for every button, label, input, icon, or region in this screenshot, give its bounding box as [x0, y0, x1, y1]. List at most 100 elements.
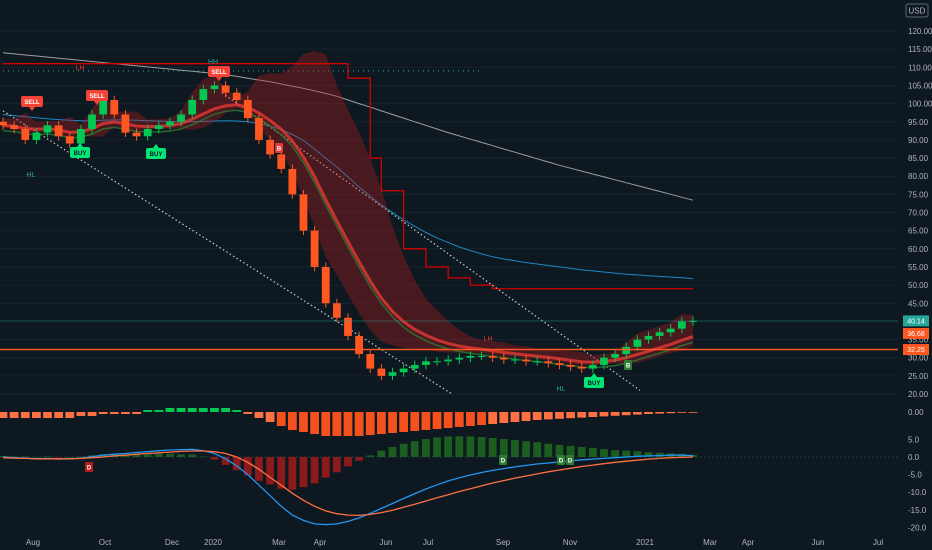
buy-signal-label: BUY	[74, 151, 87, 157]
candle-body	[154, 125, 163, 130]
time-axis[interactable]: Aug Oct Dec 2020 Mar Apr Jun Jul Sep Nov 2021 Mar Ap…	[26, 538, 883, 547]
candle-body	[544, 361, 553, 364]
ribbon-core-line	[2, 103, 694, 364]
divergence-marker-label: D	[87, 466, 92, 472]
time-tick-label: Mar	[272, 538, 286, 547]
histogram-bar	[221, 408, 230, 412]
oscillator-bar	[477, 436, 486, 457]
histogram-bar	[321, 412, 331, 436]
swing-label: HL	[27, 172, 36, 179]
histogram-bar	[210, 408, 219, 412]
oscillator-bar	[644, 452, 653, 457]
candle-body	[243, 99, 252, 119]
time-tick-label: Oct	[99, 538, 112, 547]
histogram-bar	[198, 408, 208, 412]
histogram-bar	[20, 412, 30, 418]
candle-body	[666, 328, 675, 333]
candle-body	[588, 364, 597, 369]
oscillator-bar	[433, 437, 441, 457]
oscillator-bar	[344, 457, 352, 467]
pivot-marker-box	[275, 143, 283, 153]
oscillator-bar	[566, 445, 575, 457]
histogram-bar	[677, 412, 687, 413]
candle-body	[88, 114, 96, 130]
candle-body	[188, 99, 197, 115]
time-tick-label: Mar	[703, 538, 717, 547]
divergence-marker-box	[85, 462, 93, 472]
histogram-bar	[332, 412, 342, 436]
candle-body	[21, 129, 30, 140]
divergence-marker-label: D	[568, 459, 573, 465]
oscillator-bar	[633, 451, 642, 457]
oscillator-bar	[177, 454, 185, 457]
histogram-bar	[254, 412, 264, 418]
price-tag-box	[903, 327, 929, 339]
ma-mid-line	[2, 114, 694, 280]
buy-signal-box	[146, 148, 166, 159]
oscillator-bar	[10, 456, 19, 458]
histogram-pane: 0.00	[0, 408, 924, 436]
histogram-bar	[477, 412, 486, 425]
oscillator-bar	[355, 457, 364, 461]
histogram-bar	[176, 408, 186, 412]
time-tick-label: Jun	[812, 538, 825, 547]
oscillator-bar	[232, 457, 241, 471]
buy-signal-arrow	[77, 143, 83, 147]
price-tags: 40.14 36.68 32.25	[0, 315, 929, 356]
candle-body	[210, 85, 219, 90]
price-tick-label: 30.00	[908, 354, 929, 363]
divergence-marker-box	[499, 455, 507, 465]
oscillator-bar	[377, 450, 386, 457]
candle-body	[199, 89, 208, 100]
oscillator-bar	[32, 457, 41, 458]
candle-body	[277, 154, 286, 169]
candle-body	[533, 361, 542, 363]
ribbon-fill	[3, 50, 693, 366]
price-tick-label: 55.00	[908, 263, 929, 272]
sell-signal-label: SELL	[211, 70, 227, 76]
histogram-bar	[154, 410, 164, 412]
trendline-dotted	[221, 92, 641, 391]
oscillator-bar	[54, 457, 63, 458]
candle-body	[677, 321, 686, 329]
price-tick-label: 45.00	[908, 299, 929, 308]
histogram-bar	[454, 412, 464, 427]
candle-body	[355, 335, 364, 355]
candle-body	[332, 303, 341, 318]
candle-body	[366, 354, 375, 369]
oscillator-bar	[611, 450, 619, 457]
price-tick-label: 20.00	[908, 390, 929, 399]
candle-body	[655, 332, 664, 336]
sell-signal-box	[21, 96, 43, 107]
histogram-bar	[432, 412, 442, 429]
time-tick-label: 2020	[204, 538, 222, 547]
candle-body	[399, 368, 408, 373]
oscillator-bar	[544, 443, 553, 457]
oscillator-tick-label: -15.0	[908, 506, 927, 515]
oscillator-bar	[288, 457, 297, 490]
histogram-bar	[76, 412, 86, 416]
histogram-bar	[343, 412, 353, 436]
histogram-bar	[243, 412, 253, 414]
oscillator-bar	[388, 446, 397, 457]
candle-body	[600, 357, 608, 365]
sell-signal-label: SELL	[24, 100, 40, 106]
ribbon-green-line	[2, 109, 694, 369]
oscillator-pane: 5.00.0-5.0-10.0-15.0-20.0DD D D	[0, 435, 927, 532]
oscillator-bar	[466, 436, 475, 457]
price-tick-label: 35.00	[908, 336, 929, 345]
oscillator-bar	[199, 456, 208, 458]
currency-label: USD	[909, 7, 926, 16]
histogram-bar	[566, 412, 575, 419]
currency-badge[interactable]: USD	[905, 3, 929, 18]
candle-body	[622, 346, 631, 355]
histogram-bar	[0, 412, 8, 418]
candle-body	[255, 118, 263, 140]
histogram-bar	[287, 412, 297, 430]
oscillator-bar	[321, 457, 330, 478]
price-tag-label: 36.68	[907, 331, 925, 338]
oscillator-bar	[277, 457, 286, 489]
time-tick-label: Jun	[380, 538, 393, 547]
